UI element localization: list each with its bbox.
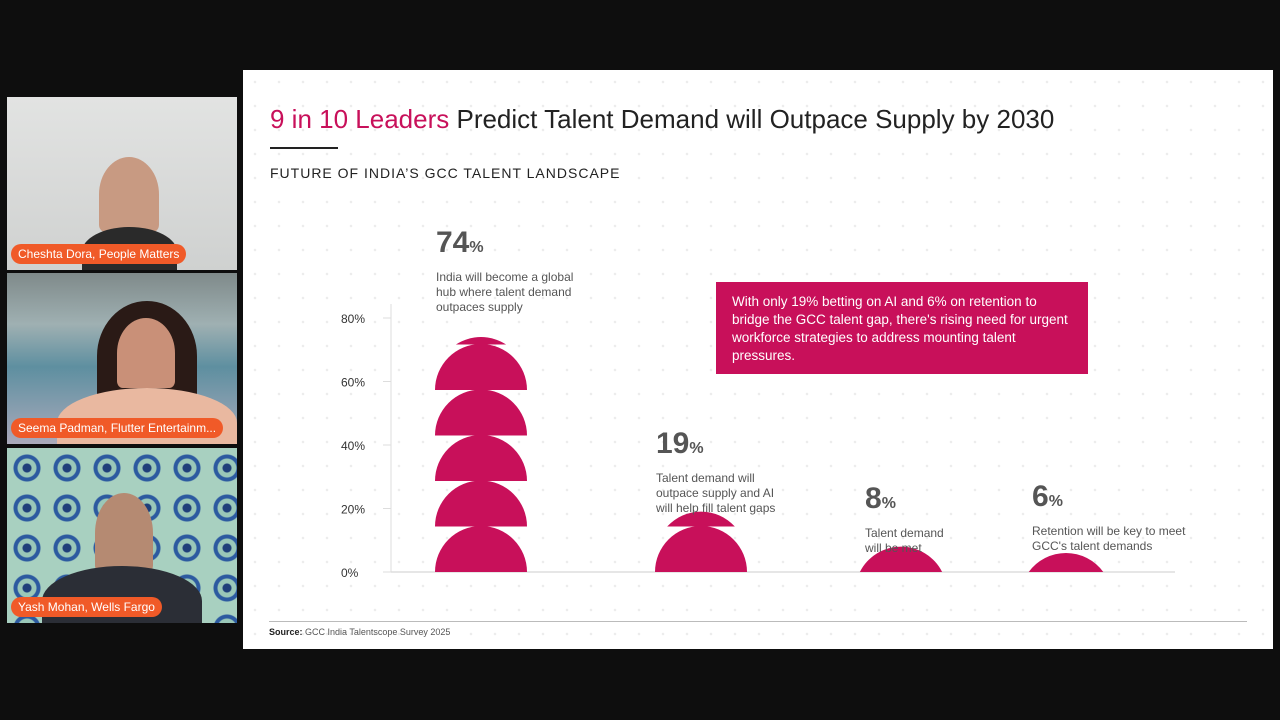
y-tick-label: 40% (341, 439, 365, 453)
bar-category-label: Talent demand (865, 526, 944, 540)
title-underline (270, 147, 338, 149)
y-tick-label: 20% (341, 503, 365, 517)
bar-dome-segment (435, 526, 527, 572)
bar-dome-segment (435, 389, 527, 436)
title-rest: Predict Talent Demand will Outpace Suppl… (449, 104, 1055, 134)
bar-dome-segment (435, 435, 527, 481)
bar-category-label: Talent demand will (656, 471, 755, 485)
bar-category-label: outpace supply and AI (656, 486, 774, 500)
bar-value-label: 74% (436, 226, 484, 259)
slide-subtitle: FUTURE OF INDIA’S GCC TALENT LANDSCAPE (270, 165, 621, 181)
participant-name-label: Yash Mohan, Wells Fargo (11, 597, 162, 617)
bar-category-label: India will become a global (436, 270, 573, 284)
value-unit: % (1049, 493, 1063, 510)
bar-category-label: Retention will be key to meet (1032, 524, 1186, 538)
source-text: GCC India Talentscope Survey 2025 (302, 627, 451, 637)
participant-video-face (117, 318, 175, 388)
value-number: 8 (865, 482, 882, 515)
video-tile-yash[interactable]: Yash Mohan, Wells Fargo (7, 448, 237, 623)
source-note: Source: GCC India Talentscope Survey 202… (269, 627, 450, 637)
bar-dome-segment (435, 480, 527, 527)
callout-box: With only 19% betting on AI and 6% on re… (716, 282, 1088, 374)
participant-video (99, 157, 159, 232)
title-highlight: 9 in 10 Leaders (270, 104, 450, 134)
video-tile-seema[interactable]: Seema Padman, Flutter Entertainm... (7, 273, 237, 444)
bar-category-label: hub where talent demand (436, 285, 571, 299)
value-unit: % (689, 440, 703, 457)
participant-video (95, 493, 153, 573)
source-divider (269, 621, 1247, 622)
bar-category-label: will be met (864, 541, 922, 555)
bar-value-label: 19% (656, 427, 704, 460)
bar-value-label: 6% (1032, 480, 1063, 513)
value-number: 6 (1032, 480, 1049, 513)
participant-name-label: Seema Padman, Flutter Entertainm... (11, 418, 224, 438)
bar-value-label: 8% (865, 482, 896, 515)
bar-dome-segment (435, 344, 527, 390)
y-tick-label: 60% (341, 376, 365, 390)
value-unit: % (882, 495, 896, 512)
bar-dome-cap (667, 511, 735, 527)
bar-dome-cap (1028, 552, 1104, 572)
slide-title: 9 in 10 Leaders Predict Talent Demand wi… (270, 104, 1054, 135)
source-label: Source: (269, 627, 303, 637)
value-number: 19 (656, 427, 689, 460)
value-unit: % (469, 239, 483, 256)
participant-name-label: Cheshta Dora, People Matters (11, 244, 187, 264)
presentation-slide: 9 in 10 Leaders Predict Talent Demand wi… (243, 70, 1273, 649)
bar-category-label: GCC's talent demands (1032, 539, 1152, 553)
dome-bar-chart: 0% 20% 40% 60% 80% 74% India will become a glo… (341, 226, 1186, 580)
y-tick-label: 80% (341, 312, 365, 326)
y-tick-label: 0% (341, 566, 359, 580)
video-tile-cheshta[interactable]: Cheshta Dora, People Matters (7, 97, 237, 270)
bar-dome-segment (655, 526, 747, 572)
value-number: 74 (436, 226, 470, 259)
bar-dome-cap (859, 546, 943, 572)
bar-category-label: will help fill talent gaps (655, 501, 775, 515)
bar-dome-cap (455, 337, 507, 345)
bar-category-label: outpaces supply (436, 300, 523, 314)
